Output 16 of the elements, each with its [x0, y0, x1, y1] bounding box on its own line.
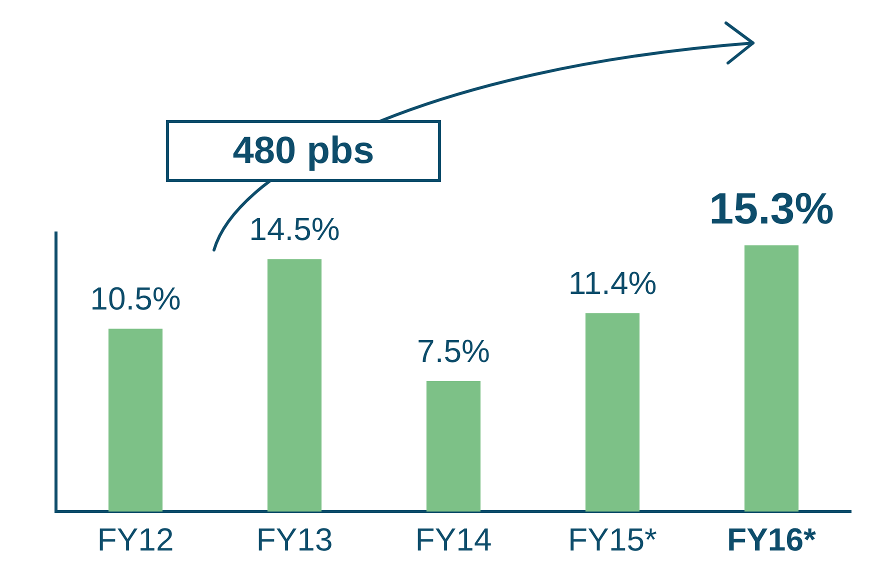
- bar: [426, 381, 481, 512]
- x-tick-label: FY14: [415, 522, 492, 558]
- data-label: 14.5%: [249, 210, 340, 247]
- data-label: 11.4%: [568, 264, 657, 301]
- text: 480 pbs: [166, 120, 441, 182]
- x-tick-label: FY15*: [568, 522, 657, 558]
- bar: [108, 328, 163, 512]
- data-label: 15.3%: [709, 184, 834, 234]
- bar: [744, 245, 799, 512]
- bar: [585, 313, 640, 512]
- x-tick-label: FY13: [256, 522, 333, 558]
- bar: [267, 259, 322, 512]
- data-label: 7.5%: [417, 332, 490, 369]
- x-tick-label: FY12: [97, 522, 174, 558]
- x-tick-label: FY16*: [727, 522, 817, 558]
- data-label: 10.5%: [90, 280, 181, 317]
